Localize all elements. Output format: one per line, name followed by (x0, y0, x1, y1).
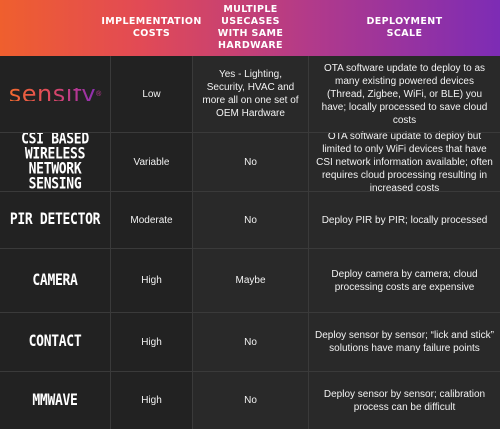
cell-scale: Deploy PIR by PIR; locally processed (309, 192, 500, 248)
row-label: sensify ® (0, 56, 110, 132)
cell-costs: High (111, 372, 192, 429)
cell-costs: Variable (111, 133, 192, 191)
row-label: PIR Detector (0, 192, 110, 248)
cell-scale: Deploy sensor by sensor; calibration pro… (309, 372, 500, 429)
header-implementation-costs: Implementation Costs (101, 16, 202, 39)
cell-costs: High (111, 313, 192, 371)
row-label: CSI Based Wireless Network Sensing (0, 131, 110, 192)
header-multiple-usecases: Multiple Usecases with same Hardware (217, 4, 284, 51)
table-header: Implementation Costs Multiple Usecases w… (0, 0, 500, 56)
table-row: PIR Detector Moderate No Deploy PIR by P… (0, 192, 500, 248)
cell-costs: Moderate (111, 192, 192, 248)
column-divider (192, 56, 193, 429)
comparison-table: sensify ® Low Yes - Lighting, Security, H… (0, 56, 500, 429)
column-divider (308, 56, 309, 429)
cell-scale: Deploy camera by camera; cloud processin… (309, 249, 500, 312)
row-divider (0, 371, 500, 372)
row-divider (0, 191, 500, 192)
row-label: mmWave (0, 372, 110, 429)
cell-usecases: No (193, 372, 308, 429)
column-divider (110, 56, 111, 429)
registered-mark: ® (96, 90, 102, 98)
cell-scale: OTA software update to deploy but limite… (309, 131, 500, 194)
table-row: Camera High Maybe Deploy camera by camer… (0, 249, 500, 312)
cell-costs: High (111, 249, 192, 312)
row-divider (0, 312, 500, 313)
cell-usecases: Maybe (193, 249, 308, 312)
cell-usecases: Yes - Lighting, Security, HVAC and more … (193, 56, 308, 132)
cell-scale: OTA software update to deploy to as many… (309, 56, 500, 132)
cell-scale: Deploy sensor by sensor; “lick and stick… (309, 313, 500, 371)
row-divider (0, 132, 500, 133)
table-row: CSI Based Wireless Network Sensing Varia… (0, 131, 500, 194)
sensify-logo: sensify (8, 79, 97, 108)
cell-usecases: No (193, 133, 308, 191)
table-row: sensify ® Low Yes - Lighting, Security, H… (0, 56, 500, 132)
table-row: mmWave High No Deploy sensor by sensor; … (0, 372, 500, 429)
cell-usecases: No (193, 313, 308, 371)
cell-usecases: No (193, 192, 308, 248)
row-label: Contact (0, 313, 110, 371)
cell-costs: Low (111, 56, 192, 132)
table-row: Contact High No Deploy sensor by sensor;… (0, 313, 500, 371)
header-deployment-scale: Deployment Scale (366, 16, 443, 39)
row-divider (0, 248, 500, 249)
row-label: Camera (0, 249, 110, 312)
